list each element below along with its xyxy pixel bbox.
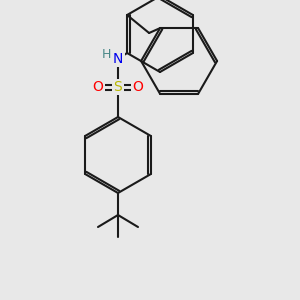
Text: H: H	[101, 49, 111, 62]
Text: N: N	[113, 52, 123, 66]
Text: O: O	[93, 80, 104, 94]
Text: O: O	[133, 80, 143, 94]
Text: S: S	[114, 80, 122, 94]
